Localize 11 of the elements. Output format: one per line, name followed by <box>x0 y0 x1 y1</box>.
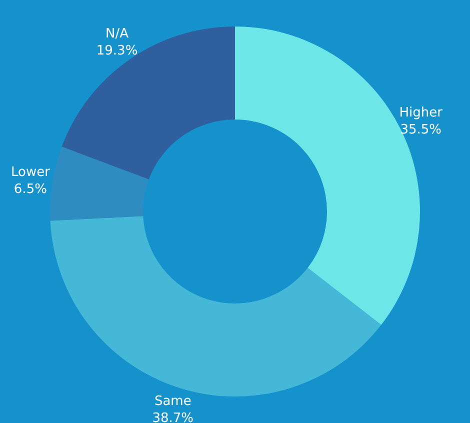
data-label: 38.7% <box>152 410 194 423</box>
slice-label: N/A <box>106 26 129 42</box>
data-label: 19.3% <box>96 43 138 58</box>
data-label: 35.5% <box>400 122 442 138</box>
data-label: 6.5% <box>14 182 47 197</box>
donut-slice <box>50 146 149 221</box>
slice-label: Same <box>154 394 192 409</box>
slice-label: Higher <box>399 105 444 120</box>
slice-label: Lower <box>10 164 51 180</box>
donut-slice <box>50 216 382 396</box>
donut-slice <box>62 26 235 180</box>
